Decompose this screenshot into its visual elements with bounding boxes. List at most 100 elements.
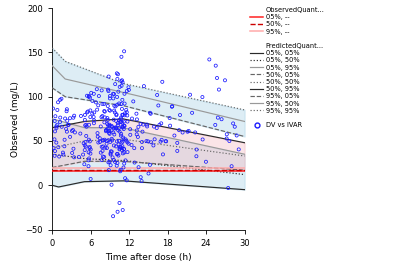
Point	[102, 146, 109, 150]
Point	[109, 125, 115, 129]
Point	[81, 141, 87, 146]
Point	[113, 71, 120, 76]
Point	[69, 151, 75, 155]
Point	[138, 179, 145, 183]
Point	[154, 126, 160, 130]
Point	[105, 104, 111, 108]
Point	[117, 145, 124, 150]
Point	[159, 80, 166, 84]
Point	[101, 110, 108, 114]
Point	[106, 108, 112, 112]
Point	[117, 169, 124, 173]
Point	[110, 214, 116, 218]
Point	[56, 154, 63, 159]
Point	[84, 110, 90, 114]
Point	[144, 122, 150, 127]
Point	[114, 152, 121, 156]
Point	[86, 156, 92, 161]
Point	[116, 118, 122, 122]
X-axis label: Time after dose (h): Time after dose (h)	[105, 253, 192, 262]
Point	[90, 115, 97, 119]
Point	[82, 113, 88, 117]
Point	[185, 129, 192, 133]
Point	[148, 140, 154, 144]
Point	[120, 136, 126, 140]
Point	[65, 123, 72, 127]
Point	[166, 116, 173, 120]
Point	[85, 95, 92, 99]
Point	[119, 78, 125, 82]
Point	[62, 116, 68, 121]
Point	[106, 129, 113, 133]
Point	[111, 92, 117, 96]
Point	[115, 128, 122, 133]
Point	[162, 139, 169, 143]
Point	[82, 118, 88, 122]
Point	[108, 128, 115, 133]
Point	[122, 137, 129, 141]
Point	[118, 84, 125, 88]
Point	[67, 116, 73, 120]
Point	[100, 138, 106, 143]
Point	[84, 94, 90, 98]
Point	[152, 137, 158, 141]
Point	[113, 113, 119, 117]
Point	[85, 150, 92, 154]
Point	[60, 150, 66, 155]
Point	[83, 123, 89, 127]
Point	[215, 116, 221, 120]
Point	[135, 135, 141, 139]
Point	[99, 102, 106, 106]
Point	[50, 146, 57, 150]
Point	[101, 102, 107, 106]
Point	[226, 139, 233, 143]
Point	[157, 140, 164, 144]
Point	[114, 139, 120, 144]
Point	[93, 87, 100, 91]
Point	[110, 96, 116, 100]
Point	[230, 121, 236, 126]
Point	[127, 133, 134, 137]
Point	[156, 123, 163, 127]
Point	[63, 109, 70, 113]
Point	[95, 103, 101, 107]
Point	[151, 124, 157, 129]
Point	[124, 140, 131, 144]
Point	[116, 139, 122, 143]
Point	[107, 94, 113, 98]
Point	[121, 124, 128, 128]
Point	[81, 148, 88, 152]
Point	[120, 137, 127, 141]
Point	[105, 160, 111, 164]
Point	[53, 140, 59, 145]
Point	[114, 95, 120, 99]
Point	[123, 108, 130, 112]
Point	[111, 117, 117, 122]
Point	[87, 95, 93, 100]
Point	[119, 208, 126, 212]
Point	[113, 126, 119, 131]
Point	[177, 113, 183, 117]
Point	[100, 144, 106, 149]
Point	[91, 118, 97, 123]
Point	[58, 97, 65, 101]
Point	[145, 139, 151, 144]
Point	[110, 130, 117, 134]
Point	[158, 121, 164, 126]
Point	[51, 137, 58, 141]
Point	[78, 114, 84, 118]
Point	[119, 140, 126, 144]
Point	[109, 138, 115, 143]
Point	[60, 153, 67, 157]
Point	[223, 136, 230, 141]
Point	[87, 115, 93, 119]
Point	[105, 129, 111, 133]
Point	[106, 123, 113, 127]
Point	[115, 72, 121, 76]
Point	[91, 110, 97, 114]
Point	[124, 113, 130, 118]
Point	[129, 116, 135, 121]
Point	[119, 113, 126, 117]
Point	[114, 152, 120, 156]
Point	[96, 94, 102, 98]
